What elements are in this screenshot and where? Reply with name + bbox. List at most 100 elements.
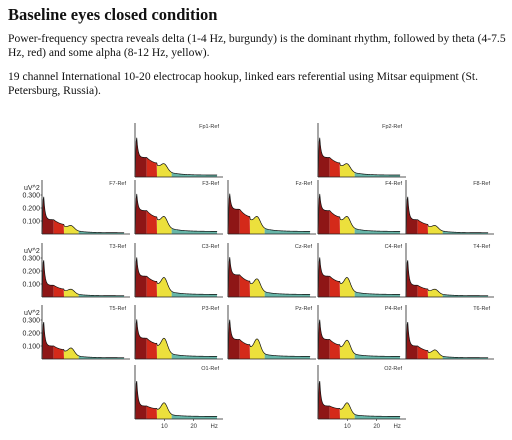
y-tick-label: 0.300: [22, 193, 40, 200]
channel-panel-t6-ref: T6-Ref: [405, 305, 494, 360]
theta-band-area: [239, 209, 250, 234]
alpha-band-area: [428, 349, 443, 359]
beta-band-area: [171, 172, 218, 177]
y-tick-label: 0.100: [22, 282, 40, 289]
beta-band-area: [354, 172, 401, 177]
beta-band-area: [171, 353, 218, 359]
beta-band-area: [354, 228, 401, 234]
x-tick-label: Hz: [211, 424, 218, 430]
spectrum-line: [134, 193, 218, 235]
theta-band-area: [146, 276, 157, 297]
theta-band-area: [417, 345, 428, 359]
theta-band-area: [239, 274, 250, 297]
y-tick-label: 0.200: [22, 269, 40, 276]
delta-band-area: [318, 381, 330, 419]
theta-band-area: [329, 339, 340, 359]
alpha-band-area: [340, 340, 355, 359]
spectrum-line: [41, 260, 125, 298]
alpha-band-area: [157, 338, 172, 359]
equipment-paragraph: 19 channel International 10-20 electroca…: [8, 70, 479, 97]
delta-band-area: [135, 381, 147, 419]
channel-panel-fp2-ref: Fp2-Ref: [317, 123, 406, 178]
theta-band-area: [329, 405, 340, 419]
spectrum-line: [227, 257, 311, 298]
channel-label: Fp2-Ref: [382, 124, 402, 130]
channel-label: T6-Ref: [473, 306, 490, 312]
y-axis-label: uV^2: [24, 185, 40, 192]
y-axis-label: uV^2: [24, 248, 40, 255]
channel-panel-c3-ref: C3-Ref: [134, 243, 223, 298]
alpha-band-area: [428, 224, 443, 234]
channel-label: T5-Ref: [109, 306, 126, 312]
channel-label: P4-Ref: [385, 306, 403, 312]
channel-panel-p4-ref: P4-Ref: [317, 305, 406, 360]
channel-label: Cz-Ref: [295, 244, 313, 250]
spectrum-line: [41, 321, 125, 360]
beta-band-area: [171, 291, 218, 297]
channel-label: F8-Ref: [473, 181, 490, 187]
channel-label: T3-Ref: [109, 244, 126, 250]
alpha-band-area: [64, 288, 79, 297]
channel-panel-f4-ref: F4-Ref: [317, 180, 406, 235]
beta-band-area: [78, 230, 125, 234]
beta-band-area: [442, 230, 489, 234]
delta-band-area: [135, 193, 147, 234]
channel-label: Fp1-Ref: [199, 124, 219, 130]
channel-panel-o1-ref: O1-Ref 10 20 Hz: [134, 365, 223, 430]
channel-label: P3-Ref: [202, 306, 220, 312]
y-axis-label: uV^2: [24, 310, 40, 317]
theta-band-area: [146, 405, 157, 419]
alpha-band-area: [157, 402, 172, 419]
channel-panel-f7-ref: F7-Ref uV^20.300 0.200 0.100: [22, 180, 130, 235]
beta-band-area: [171, 228, 218, 234]
theta-band-area: [417, 285, 428, 297]
spectrum-line: [134, 380, 218, 420]
beta-band-area: [78, 355, 125, 359]
channel-label: T4-Ref: [473, 244, 490, 250]
theta-band-area: [146, 210, 157, 234]
spectrum-line: [317, 319, 401, 360]
spectrum-line: [317, 257, 401, 298]
delta-band-area: [318, 193, 330, 234]
x-tick-label: 20: [190, 424, 197, 430]
description-paragraph: Power-frequency spectra reveals delta (1…: [8, 32, 506, 59]
spectrum-line: [227, 319, 311, 360]
theta-band-area: [146, 157, 157, 177]
channel-panel-t5-ref: T5-Ref uV^20.300 0.200 0.100: [22, 305, 130, 360]
channel-label: O2-Ref: [384, 366, 402, 372]
spectrum-line: [405, 196, 489, 235]
delta-band-area: [318, 257, 330, 297]
channel-panel-f3-ref: F3-Ref: [134, 180, 223, 235]
delta-band-area: [42, 196, 54, 234]
channel-label: F7-Ref: [109, 181, 126, 187]
alpha-band-area: [64, 347, 79, 359]
alpha-band-area: [250, 278, 265, 297]
delta-band-area: [406, 322, 418, 359]
channel-panel-t4-ref: T4-Ref: [405, 243, 494, 298]
y-tick-label: 0.200: [22, 331, 40, 338]
channel-label: Fz-Ref: [296, 181, 313, 187]
channel-panel-o2-ref: O2-Ref 10 20 Hz: [317, 365, 406, 430]
delta-band-area: [228, 257, 240, 297]
theta-band-area: [329, 210, 340, 234]
beta-band-area: [354, 414, 401, 419]
alpha-band-area: [250, 216, 265, 234]
alpha-band-area: [340, 402, 355, 419]
channel-label: F4-Ref: [385, 181, 402, 187]
delta-band-area: [406, 196, 418, 234]
y-tick-label: 0.300: [22, 256, 40, 263]
theta-band-area: [53, 285, 64, 297]
delta-band-area: [135, 257, 147, 297]
x-tick-label: Hz: [394, 424, 401, 430]
channel-panel-fz-ref: Fz-Ref: [227, 180, 316, 235]
spectrum-line: [317, 193, 401, 235]
spectrum-line: [405, 260, 489, 298]
alpha-band-area: [157, 162, 172, 177]
channel-panel-c4-ref: C4-Ref: [317, 243, 406, 298]
channel-panel-cz-ref: Cz-Ref: [227, 243, 316, 298]
channel-label: F3-Ref: [202, 181, 219, 187]
theta-band-area: [329, 276, 340, 297]
channel-panel-f8-ref: F8-Ref: [405, 180, 494, 235]
delta-band-area: [318, 137, 330, 177]
